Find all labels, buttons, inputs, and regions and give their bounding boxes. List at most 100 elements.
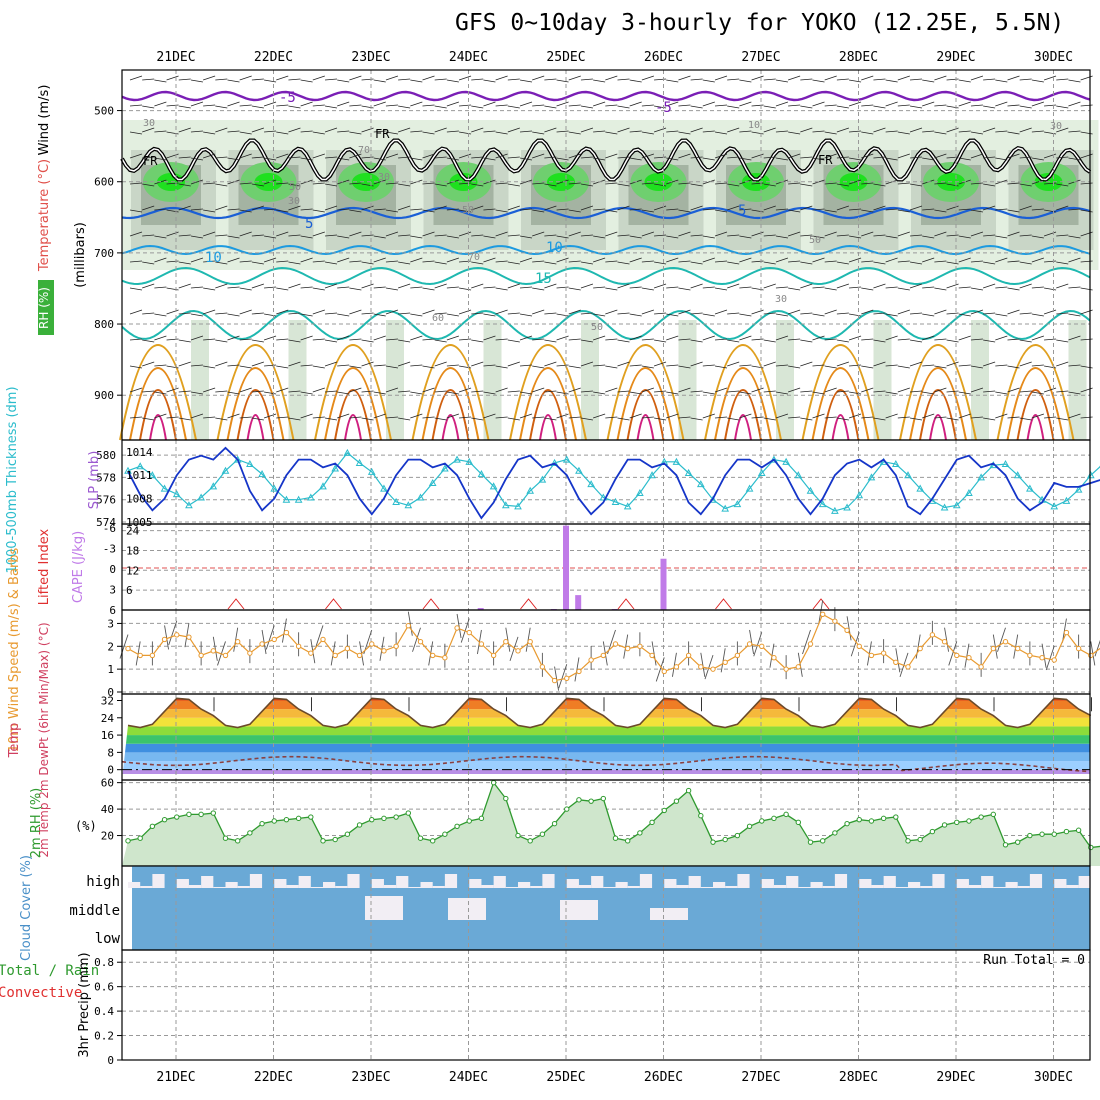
surface-wind-barb — [997, 627, 1006, 652]
rh-marker — [1088, 844, 1094, 851]
rh-marker — [356, 822, 363, 828]
wind-barb — [666, 257, 679, 263]
wind-barb — [824, 365, 837, 369]
wind-barb — [1031, 335, 1045, 341]
wind-speed-marker — [1063, 629, 1070, 636]
thickness-marker — [684, 468, 693, 476]
wind-barb — [678, 231, 691, 237]
wind-barb — [202, 153, 216, 159]
wind-speed-marker — [369, 641, 375, 647]
wind-barb — [190, 364, 203, 367]
wind-barb — [532, 338, 545, 341]
rh-legend-swatch — [38, 280, 54, 335]
wind-barb — [215, 105, 228, 109]
rh-marker — [369, 816, 375, 823]
surface-wind-barb — [412, 627, 421, 652]
wind-barb — [958, 286, 971, 289]
wind-barb — [885, 101, 898, 107]
wind-barb — [958, 313, 971, 317]
wind-barb — [702, 364, 715, 367]
wind-barb — [300, 313, 313, 317]
wind-barb — [1080, 182, 1093, 185]
date-label-top: 23DEC — [351, 50, 390, 65]
wind-barb — [142, 127, 155, 133]
rh-contour-label: 30 — [378, 172, 390, 183]
rh-contour-label: 50 — [591, 322, 603, 333]
rh-marker — [259, 820, 265, 827]
wind-barb — [678, 209, 691, 213]
wind-barb — [398, 261, 411, 265]
wind-barb — [361, 127, 374, 133]
wind-speed-marker — [637, 643, 643, 649]
wind-barb — [398, 156, 411, 159]
wind-barb — [641, 182, 654, 185]
wind-barb — [1080, 416, 1093, 419]
surface-isotherm-loop — [704, 344, 782, 441]
wind-barb — [288, 234, 301, 237]
wind-barb — [166, 416, 179, 419]
wind-barb — [373, 235, 386, 239]
wind-barb — [714, 131, 728, 135]
wind-barb — [263, 391, 277, 395]
thickness-marker — [343, 448, 352, 456]
wind-barb — [1019, 234, 1032, 237]
wind-barb — [154, 286, 167, 289]
rh-marker — [417, 835, 424, 841]
wind-barb — [812, 257, 825, 263]
wind-barb — [1056, 156, 1069, 159]
wind-barb — [300, 101, 313, 107]
wind-barb — [129, 231, 143, 237]
wind-barb — [934, 387, 947, 393]
wind-barb — [824, 153, 837, 159]
rh-band-saturated — [644, 173, 673, 191]
wind-barb — [458, 387, 472, 393]
wind-barb — [154, 79, 167, 83]
rh-band-saturated — [352, 173, 380, 191]
wind-barb — [812, 364, 825, 367]
wind-barb — [337, 257, 350, 263]
wind-barb — [983, 339, 996, 343]
thickness-marker — [696, 480, 705, 488]
wind-barb — [788, 338, 801, 341]
wind-barb — [861, 338, 874, 341]
wind-barb — [373, 101, 386, 107]
thickness-marker — [575, 466, 583, 474]
wind-barb — [324, 234, 338, 237]
wind-barb — [385, 209, 399, 213]
wind-speed-marker — [1075, 645, 1082, 652]
thickness-marker — [1001, 460, 1010, 468]
surface-wind-barb — [802, 629, 811, 655]
wind-barb — [276, 416, 289, 419]
wind-barb — [617, 261, 630, 265]
wind-barb — [873, 361, 886, 367]
wind-speed-marker — [746, 641, 753, 647]
wind-barb — [422, 260, 435, 263]
wind-barb — [410, 286, 423, 289]
wind-barb — [1031, 286, 1044, 289]
wind-barb — [398, 105, 411, 109]
wind-barb — [593, 313, 606, 317]
li-tick-label: 6 — [109, 604, 116, 617]
thickness-tick-label: 574 — [96, 516, 116, 529]
wind-barb — [568, 75, 581, 81]
run-total: Run Total = 0 — [983, 953, 1085, 968]
wind-barb — [1031, 364, 1044, 367]
wind-barb — [739, 364, 752, 367]
wind-barb — [568, 260, 581, 263]
rh-marker — [698, 813, 704, 819]
surface-wind-barb — [753, 632, 763, 657]
wind-barb — [459, 104, 472, 107]
wind-barb — [288, 78, 301, 81]
wind-barb — [459, 260, 472, 263]
wind-barb — [982, 205, 996, 211]
wind-barb — [580, 361, 594, 367]
rh-contour-label: 60 — [432, 313, 444, 324]
wind-barb — [556, 101, 569, 107]
wind-barb — [251, 156, 264, 159]
wind-barb — [556, 179, 569, 185]
wind-barb — [629, 391, 642, 395]
wind-barb — [1007, 231, 1020, 237]
wind-barb — [788, 365, 801, 369]
wind-barb — [861, 416, 874, 419]
wind-barb — [190, 208, 203, 211]
